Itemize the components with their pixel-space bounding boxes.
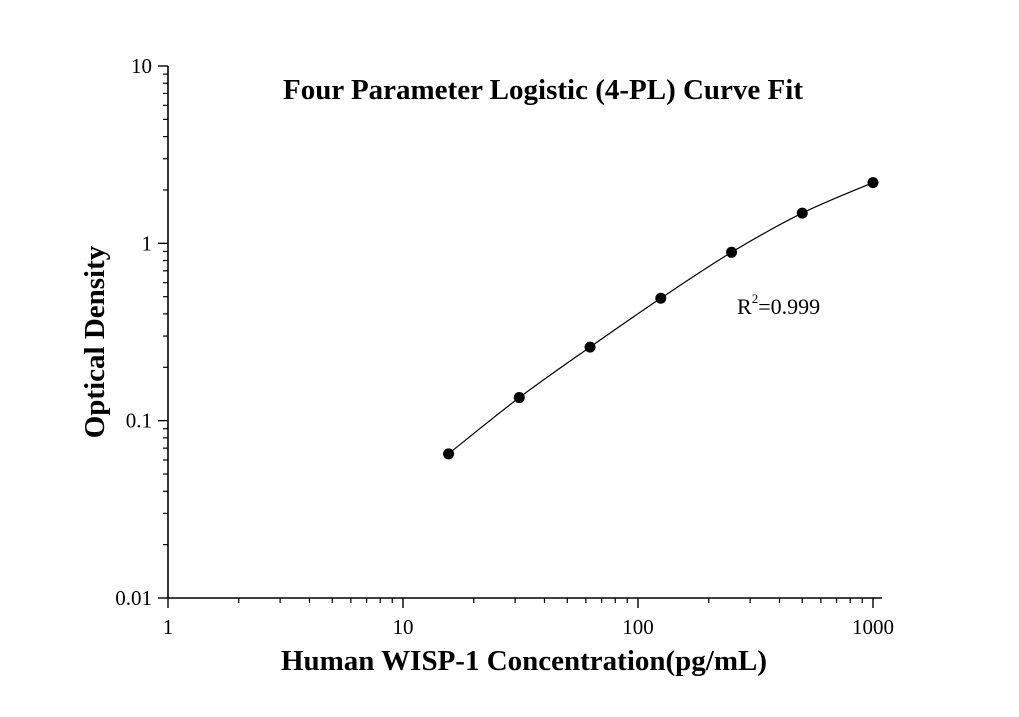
y-tick-label: 0.1 (126, 409, 152, 433)
y-ticks: 0.01 0.1 1 10 (115, 54, 168, 610)
chart-title: Four Parameter Logistic (4-PL) Curve Fit (283, 74, 803, 106)
r-squared-superscript: 2 (752, 291, 759, 306)
r-squared-prefix: R (737, 294, 752, 319)
y-axis-label: Optical Density (79, 245, 111, 438)
data-points (443, 177, 879, 460)
x-axis-label: Human WISP-1 Concentration(pg/mL) (281, 645, 767, 677)
x-ticks: 1 10 100 1000 (163, 598, 894, 639)
data-point (443, 448, 455, 460)
r-squared-suffix: =0.999 (758, 294, 820, 319)
y-tick-label: 1 (142, 231, 153, 255)
data-point (796, 207, 808, 219)
data-point (584, 341, 596, 353)
x-tick-label: 1000 (852, 615, 894, 639)
data-point (655, 292, 667, 304)
y-tick-label: 10 (131, 54, 152, 78)
x-tick-label: 100 (622, 615, 654, 639)
r-squared-annotation: R2=0.999 (737, 291, 820, 319)
x-tick-label: 1 (163, 615, 174, 639)
y-tick-label: 0.01 (115, 586, 152, 610)
x-tick-label: 10 (393, 615, 414, 639)
data-point (726, 246, 738, 258)
data-point (513, 392, 525, 404)
axes (167, 66, 882, 599)
data-point (867, 177, 879, 189)
